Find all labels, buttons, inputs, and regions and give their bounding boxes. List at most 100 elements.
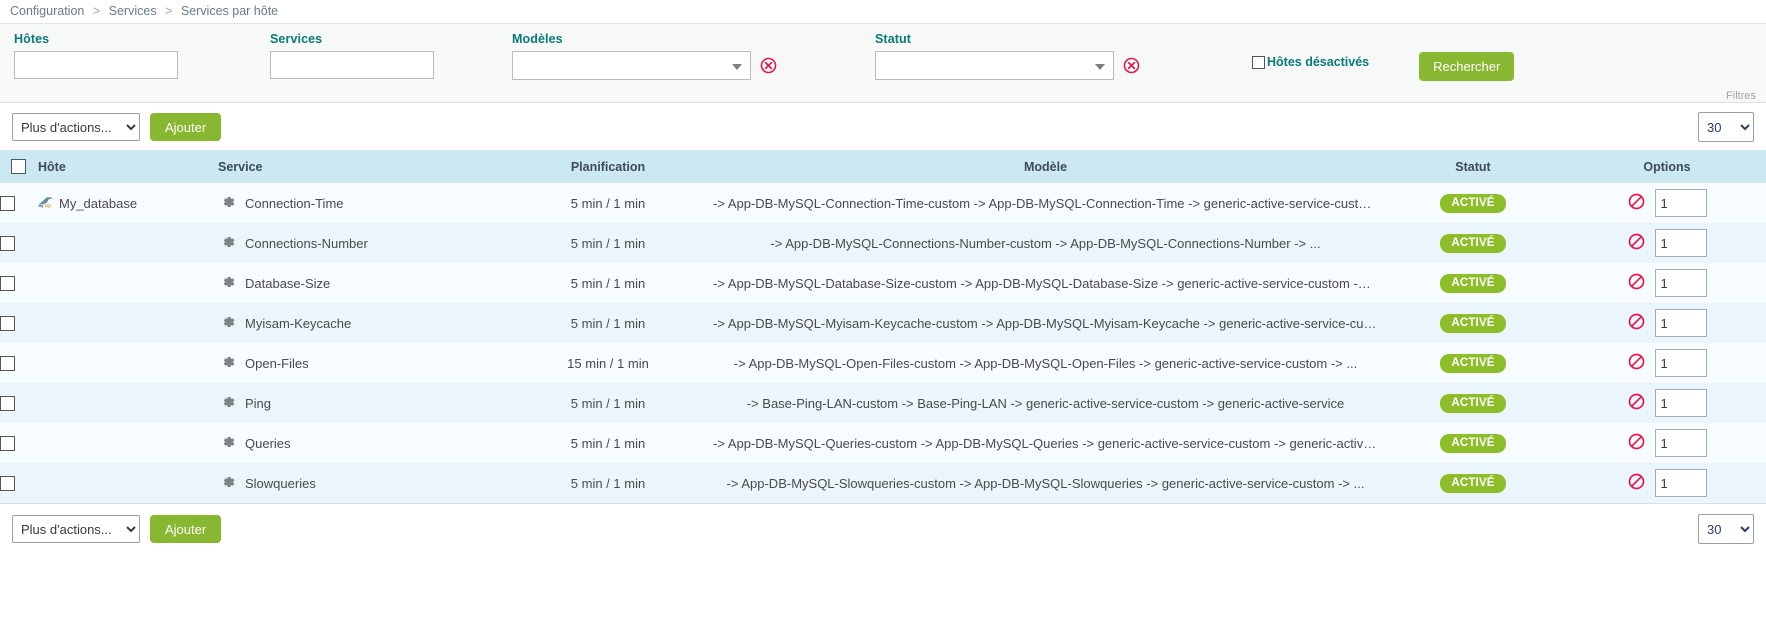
disabled-hosts-checkbox-group[interactable]: Hôtes désactivés xyxy=(1252,55,1369,69)
status-badge: ACTIVÉ xyxy=(1440,313,1506,333)
row-checkbox[interactable] xyxy=(0,236,15,252)
options-cell xyxy=(1568,463,1766,503)
gear-icon xyxy=(220,474,236,493)
row-checkbox[interactable] xyxy=(0,316,15,332)
select-all-checkbox[interactable] xyxy=(11,159,26,175)
disable-circle-icon[interactable] xyxy=(1628,273,1645,293)
breadcrumb-item-services-par-hote[interactable]: Services par hôte xyxy=(180,4,279,18)
filters-panel-tag: Filtres xyxy=(1726,90,1756,102)
row-checkbox[interactable] xyxy=(0,196,15,212)
modele-cell: -> App-DB-MySQL-Myisam-Keycache-custom -… xyxy=(713,303,1378,343)
service-cell: Connection-Time xyxy=(218,183,503,223)
duplicate-count-input[interactable] xyxy=(1654,189,1707,217)
status-badge: ACTIVÉ xyxy=(1440,233,1506,253)
row-checkbox[interactable] xyxy=(0,476,15,492)
breadcrumb-item-configuration[interactable]: Configuration xyxy=(10,4,85,18)
duplicate-count-input[interactable] xyxy=(1654,389,1707,417)
column-header-planification[interactable]: Planification xyxy=(503,150,713,183)
service-name-link[interactable]: Queries xyxy=(245,435,291,451)
service-name-link[interactable]: Ping xyxy=(245,395,272,411)
modele-cell: -> App-DB-MySQL-Connections-Number-custo… xyxy=(713,223,1378,263)
modele-cell: -> App-DB-MySQL-Connection-Time-custom -… xyxy=(713,183,1378,223)
filter-services: Services xyxy=(270,32,434,79)
filter-hosts: Hôtes xyxy=(14,32,178,79)
status-cell: ACTIVÉ xyxy=(1378,303,1568,343)
disable-circle-icon[interactable] xyxy=(1628,233,1645,253)
gear-icon xyxy=(220,234,236,253)
planification-cell: 5 min / 1 min xyxy=(503,383,713,423)
host-name-link[interactable]: My_database xyxy=(59,195,138,211)
column-header-modele[interactable]: Modèle xyxy=(713,150,1378,183)
host-cell xyxy=(38,383,218,423)
services-table: Hôte Service Planification Modèle Statut… xyxy=(0,150,1766,503)
duplicate-count-input[interactable] xyxy=(1654,309,1707,337)
status-select[interactable] xyxy=(875,51,1114,80)
select-all-header xyxy=(0,150,38,183)
options-cell xyxy=(1568,343,1766,383)
disabled-hosts-label: Hôtes désactivés xyxy=(1267,55,1370,69)
options-cell xyxy=(1568,383,1766,423)
gear-icon xyxy=(220,194,236,213)
add-button-top[interactable]: Ajouter xyxy=(150,113,222,141)
status-badge: ACTIVÉ xyxy=(1440,273,1506,293)
row-checkbox[interactable] xyxy=(0,356,15,372)
table-row: Slowqueries 5 min / 1 min -> App-DB-MySQL-… xyxy=(0,463,1766,503)
disable-circle-icon[interactable] xyxy=(1628,433,1645,453)
services-input[interactable] xyxy=(270,51,434,79)
row-select-cell xyxy=(0,423,38,463)
duplicate-count-input[interactable] xyxy=(1654,469,1707,497)
column-header-statut[interactable]: Statut xyxy=(1378,150,1568,183)
duplicate-count-input[interactable] xyxy=(1654,269,1707,297)
filter-panel: Hôtes Services Modèles xyxy=(0,23,1766,103)
planification-cell: 5 min / 1 min xyxy=(503,423,713,463)
row-checkbox[interactable] xyxy=(0,436,15,452)
duplicate-count-input[interactable] xyxy=(1654,349,1707,377)
service-name-link[interactable]: Myisam-Keycache xyxy=(245,315,352,331)
service-name-link[interactable]: Connection-Time xyxy=(245,195,344,211)
host-cell xyxy=(38,423,218,463)
page-size-select-bottom[interactable]: 30 xyxy=(1698,514,1754,544)
breadcrumb-separator: > xyxy=(92,4,101,18)
more-actions-select-bottom[interactable]: Plus d'actions... xyxy=(12,515,140,543)
service-name-link[interactable]: Slowqueries xyxy=(245,475,316,491)
host-cell xyxy=(38,343,218,383)
breadcrumb-item-services[interactable]: Services xyxy=(108,4,157,18)
table-row: Myisam-Keycache 5 min / 1 min -> App-DB-My… xyxy=(0,303,1766,343)
duplicate-count-input[interactable] xyxy=(1654,229,1707,257)
status-cell: ACTIVÉ xyxy=(1378,343,1568,383)
disable-circle-icon[interactable] xyxy=(1628,473,1645,493)
models-clear-icon[interactable] xyxy=(760,57,777,74)
chevron-down-icon xyxy=(732,63,742,70)
disable-circle-icon[interactable] xyxy=(1628,313,1645,333)
service-name-link[interactable]: Connections-Number xyxy=(245,235,368,251)
disable-circle-icon[interactable] xyxy=(1628,393,1645,413)
search-button[interactable]: Rechercher xyxy=(1419,52,1515,81)
duplicate-count-input[interactable] xyxy=(1654,429,1707,457)
more-actions-select-top[interactable]: Plus d'actions... xyxy=(12,113,140,141)
disable-circle-icon[interactable] xyxy=(1628,193,1645,213)
options-cell xyxy=(1568,303,1766,343)
modele-cell: -> App-DB-MySQL-Queries-custom -> App-DB… xyxy=(713,423,1378,463)
status-cell: ACTIVÉ xyxy=(1378,183,1568,223)
add-button-bottom[interactable]: Ajouter xyxy=(150,515,222,543)
column-header-service[interactable]: Service xyxy=(218,150,503,183)
page-size-select-top[interactable]: 30 xyxy=(1698,112,1754,142)
status-badge: ACTIVÉ xyxy=(1440,473,1506,493)
models-select[interactable] xyxy=(512,51,751,80)
host-cell xyxy=(38,263,218,303)
service-name-link[interactable]: Open-Files xyxy=(245,355,309,371)
filter-status-label: Statut xyxy=(875,32,912,46)
gear-icon xyxy=(220,314,236,333)
column-header-host[interactable]: Hôte xyxy=(38,150,218,183)
toolbar-top: Plus d'actions... Ajouter 30 xyxy=(0,103,1766,150)
modele-cell: -> App-DB-MySQL-Slowqueries-custom -> Ap… xyxy=(713,463,1378,503)
disabled-hosts-checkbox[interactable] xyxy=(1252,55,1265,69)
disable-circle-icon[interactable] xyxy=(1628,353,1645,373)
gear-icon xyxy=(220,274,236,293)
hosts-input[interactable] xyxy=(14,51,178,79)
service-name-link[interactable]: Database-Size xyxy=(245,275,331,291)
row-checkbox[interactable] xyxy=(0,276,15,292)
status-clear-icon[interactable] xyxy=(1123,57,1140,74)
row-checkbox[interactable] xyxy=(0,396,15,412)
table-body: My SQL My_database Connection-Time 5 min / 1… xyxy=(0,183,1766,503)
